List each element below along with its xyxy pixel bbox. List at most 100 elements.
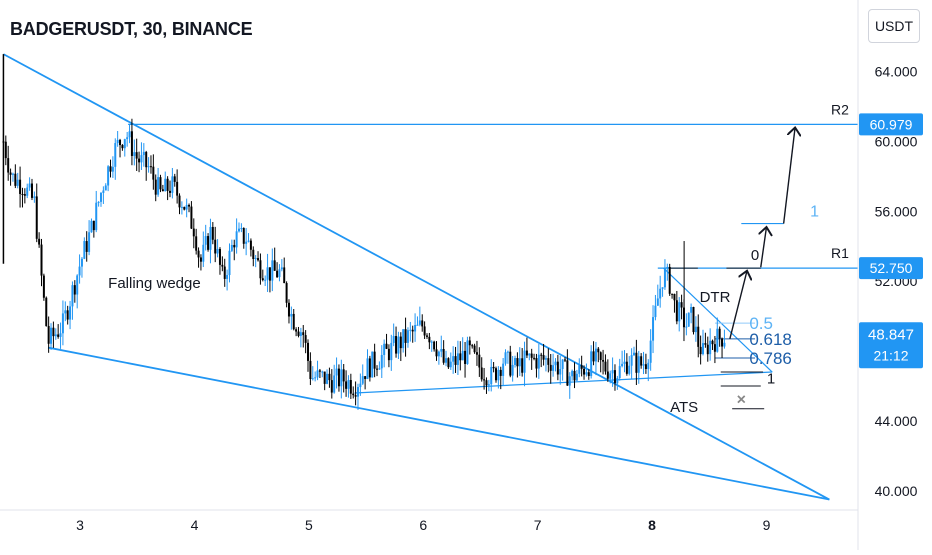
candle-body xyxy=(111,166,114,172)
x-tick-label: 8 xyxy=(648,517,656,533)
candle-body xyxy=(209,226,212,250)
candle-body xyxy=(347,380,350,389)
candle-body xyxy=(433,341,436,350)
candle-body xyxy=(71,285,74,307)
candle-body xyxy=(644,364,647,370)
candle-body xyxy=(383,343,386,355)
y-tick-label: 44.000 xyxy=(875,413,918,429)
price-axis[interactable]: 40.00044.00048.00052.00056.00060.00064.0… xyxy=(857,0,923,550)
candle-body xyxy=(92,220,95,231)
candle-body xyxy=(454,356,457,365)
candle-body xyxy=(223,266,226,279)
candle-body xyxy=(561,359,564,370)
candle-body xyxy=(659,288,662,299)
candle-body xyxy=(192,228,195,237)
ats-label: ATS xyxy=(670,399,698,416)
candle-body xyxy=(671,293,674,295)
candle-body xyxy=(311,378,314,380)
candle-body xyxy=(349,380,352,394)
candle-body xyxy=(404,329,407,343)
candle-body xyxy=(718,328,721,339)
currency-button[interactable]: USDT xyxy=(868,9,920,43)
candle-body xyxy=(694,326,697,333)
candle-body xyxy=(414,324,417,332)
candle-body xyxy=(399,336,402,349)
candle-body xyxy=(509,351,512,376)
candle-body xyxy=(133,152,136,156)
candle-body xyxy=(642,364,645,366)
candle-body xyxy=(47,326,50,344)
arrow-to-fib-one xyxy=(761,227,767,268)
candle-body xyxy=(442,348,445,363)
candle-body xyxy=(559,369,562,375)
symbol-title[interactable]: BADGERUSDT, 30, BINANCE xyxy=(10,19,253,39)
candle-body xyxy=(583,368,586,375)
candle-body xyxy=(119,139,122,146)
x-tick-label: 5 xyxy=(305,517,313,533)
candle-body xyxy=(692,306,695,333)
candle-body xyxy=(287,302,290,317)
candle-body xyxy=(149,166,152,168)
candle-body xyxy=(76,275,79,295)
x-tick-label: 4 xyxy=(191,517,199,533)
candle-body xyxy=(528,353,531,356)
candle-body xyxy=(316,370,319,378)
candle-body xyxy=(7,158,10,173)
candle-body xyxy=(204,236,207,245)
candle-body xyxy=(666,266,669,269)
candle-body xyxy=(145,151,148,168)
candle-body xyxy=(552,365,555,371)
candle-body xyxy=(23,194,26,196)
candle-body xyxy=(42,275,45,298)
candle-body xyxy=(307,342,310,361)
candle-body xyxy=(283,267,286,284)
candle-body xyxy=(485,380,488,386)
candle-body xyxy=(687,312,690,327)
candle-body xyxy=(390,342,393,361)
candle-body xyxy=(318,370,321,372)
falling-wedge-label: Falling wedge xyxy=(108,275,201,292)
candle-body xyxy=(180,206,183,208)
candle-body xyxy=(597,348,600,353)
x-tick-label: 7 xyxy=(534,517,542,533)
candle-body xyxy=(464,350,467,364)
candle-body xyxy=(516,358,519,367)
candle-body xyxy=(633,352,636,356)
candle-body xyxy=(9,172,12,175)
candle-body xyxy=(663,268,666,288)
candle-body xyxy=(680,302,683,308)
candle-body xyxy=(245,241,248,244)
candle-body xyxy=(64,310,67,314)
candle-body xyxy=(585,372,588,375)
candle-body xyxy=(637,356,640,373)
candle-body xyxy=(190,206,193,229)
candle-body xyxy=(233,244,236,248)
candle-body xyxy=(88,232,91,252)
candle-body xyxy=(716,328,719,352)
candle-body xyxy=(352,393,355,396)
candle-body xyxy=(116,139,119,144)
candle-body xyxy=(611,370,614,374)
x-tick-label: 6 xyxy=(419,517,427,533)
candle-body xyxy=(466,340,469,364)
candle-body xyxy=(235,231,238,248)
candle-body xyxy=(402,329,405,349)
candle-body xyxy=(188,204,191,207)
candle-body xyxy=(452,356,455,362)
time-axis[interactable]: 3 4 5 6 7 8 9 xyxy=(0,509,858,533)
fib-one-bottom-label: 1 xyxy=(767,370,775,387)
zero-label: 0 xyxy=(751,247,759,264)
candle-body xyxy=(121,145,124,149)
current-price-tag xyxy=(859,322,923,369)
candle-body xyxy=(99,192,102,202)
candle-body xyxy=(11,173,14,175)
x-tick-label: 9 xyxy=(763,517,771,533)
candle-body xyxy=(437,351,440,357)
candle-body xyxy=(547,358,550,365)
candle-body xyxy=(154,179,157,195)
candles-layer xyxy=(2,54,726,410)
candle-body xyxy=(682,307,685,328)
candle-body xyxy=(114,143,117,167)
